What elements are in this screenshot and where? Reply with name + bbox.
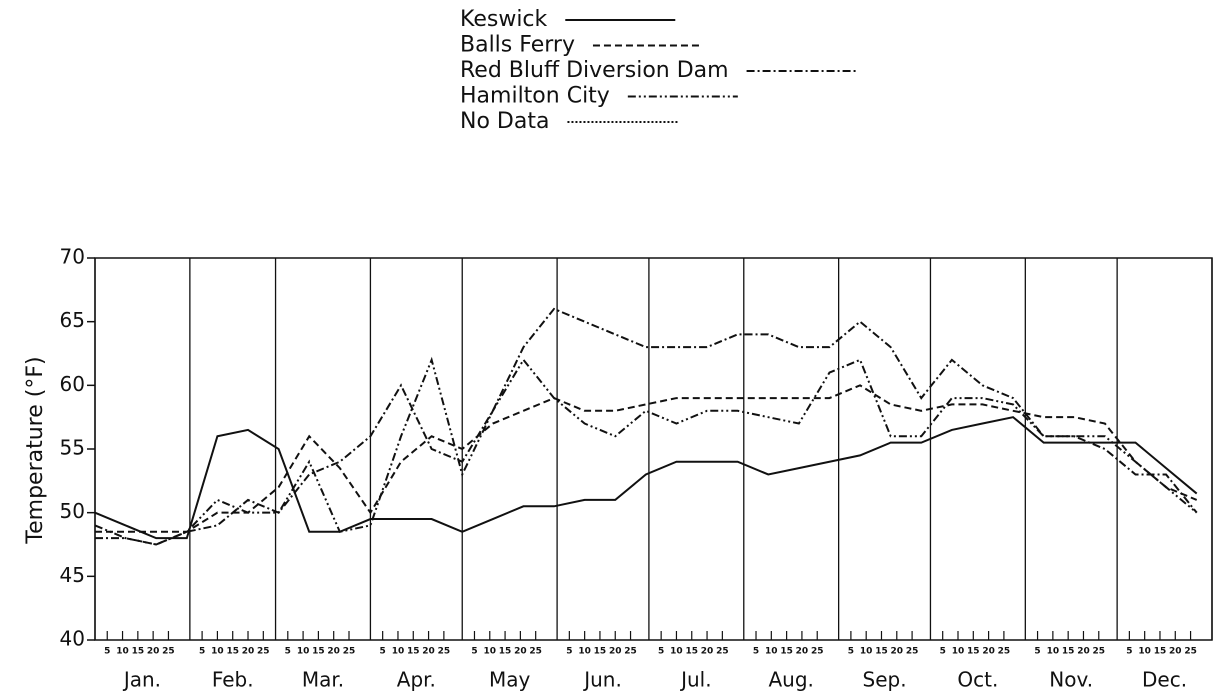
x-tick-label: 5 [285, 647, 291, 657]
x-tick-label: 25 [811, 647, 824, 657]
plot-frame [94, 257, 1213, 641]
x-tick-label: 15 [967, 647, 980, 657]
x-tick-label: 20 [609, 647, 622, 657]
x-tick-label: 25 [162, 647, 175, 657]
y-tick-label: 55 [60, 436, 85, 460]
series-line [95, 384, 1198, 533]
month-label: Aug. [769, 668, 814, 692]
month-label: Nov. [1049, 668, 1093, 692]
x-tick-label: 10 [116, 647, 129, 657]
x-tick-label: 20 [514, 647, 527, 657]
x-tick-label: 25 [257, 647, 270, 657]
x-tick-label: 10 [860, 647, 873, 657]
x-tick-label: 5 [380, 647, 386, 657]
month-label: May [489, 668, 531, 692]
x-tick-label: 25 [998, 647, 1011, 657]
x-tick-label: 20 [422, 647, 435, 657]
month-label: Mar. [302, 668, 344, 692]
x-tick-label: 5 [658, 647, 664, 657]
y-tick-label: 40 [60, 627, 85, 651]
x-tick-label: 5 [753, 647, 759, 657]
y-tick-label: 70 [60, 245, 85, 269]
month-label: Feb. [212, 668, 254, 692]
x-tick-label: 20 [1169, 647, 1182, 657]
x-tick-label: 10 [484, 647, 497, 657]
x-tick-label: 5 [471, 647, 477, 657]
series-line [95, 307, 1198, 546]
legend-label: No Data [460, 109, 549, 134]
x-tick-label: 25 [906, 647, 919, 657]
x-tick-label: 20 [242, 647, 255, 657]
series-line [94, 416, 1198, 540]
y-tick-label: 50 [60, 499, 85, 523]
legend-label: Keswick [460, 7, 548, 32]
x-tick-label: 25 [1184, 647, 1197, 657]
x-tick-label: 20 [982, 647, 995, 657]
x-tick-label: 25 [438, 647, 451, 657]
x-tick-label: 15 [407, 647, 420, 657]
x-tick-label: 15 [312, 647, 325, 657]
month-label: Jul. [679, 668, 712, 692]
x-tick-label: 20 [147, 647, 160, 657]
y-tick-label: 45 [60, 563, 85, 587]
x-tick-label: 20 [701, 647, 714, 657]
x-tick-label: 25 [1093, 647, 1106, 657]
month-label: Oct. [957, 668, 998, 692]
month-label: Sep. [863, 668, 907, 692]
month-label: Dec. [1142, 668, 1187, 692]
x-tick-label: 10 [211, 647, 224, 657]
x-tick-label: 10 [1047, 647, 1060, 657]
x-tick-label: 15 [875, 647, 888, 657]
x-tick-label: 5 [199, 647, 205, 657]
x-tick-label: 25 [716, 647, 729, 657]
y-axis-label: Temperature (°F) [23, 356, 48, 544]
x-tick-label: 25 [624, 647, 637, 657]
x-tick-label: 20 [796, 647, 809, 657]
x-tick-label: 5 [104, 647, 110, 657]
legend-label: Hamilton City [460, 84, 610, 109]
x-tick-label: 5 [1034, 647, 1040, 657]
x-tick-label: 15 [226, 647, 239, 657]
x-tick-label: 15 [132, 647, 145, 657]
x-tick-label: 15 [685, 647, 698, 657]
legend-label: Red Bluff Diversion Dam [460, 58, 729, 83]
x-tick-label: 5 [566, 647, 572, 657]
x-tick-label: 10 [952, 647, 965, 657]
x-tick-label: 10 [392, 647, 405, 657]
x-tick-label: 15 [1062, 647, 1075, 657]
series-line [94, 356, 1198, 546]
y-tick-label: 60 [60, 372, 85, 396]
x-tick-label: 15 [1154, 647, 1167, 657]
x-tick-label: 25 [343, 647, 356, 657]
month-label: Jun. [582, 668, 622, 692]
x-tick-label: 20 [327, 647, 340, 657]
x-tick-label: 25 [529, 647, 542, 657]
x-tick-label: 10 [670, 647, 683, 657]
x-tick-label: 15 [499, 647, 512, 657]
y-tick-label: 65 [60, 308, 85, 332]
x-tick-label: 5 [848, 647, 854, 657]
x-tick-label: 5 [940, 647, 946, 657]
x-tick-label: 15 [780, 647, 793, 657]
x-tick-label: 10 [297, 647, 310, 657]
month-label: Apr. [397, 668, 436, 692]
legend-label: Balls Ferry [460, 33, 575, 58]
month-label: Jan. [122, 668, 161, 692]
x-tick-label: 15 [594, 647, 607, 657]
x-tick-label: 10 [1138, 647, 1151, 657]
x-tick-label: 10 [765, 647, 778, 657]
x-tick-label: 20 [1077, 647, 1090, 657]
x-tick-label: 20 [891, 647, 904, 657]
x-tick-label: 10 [578, 647, 591, 657]
x-tick-label: 5 [1126, 647, 1132, 657]
